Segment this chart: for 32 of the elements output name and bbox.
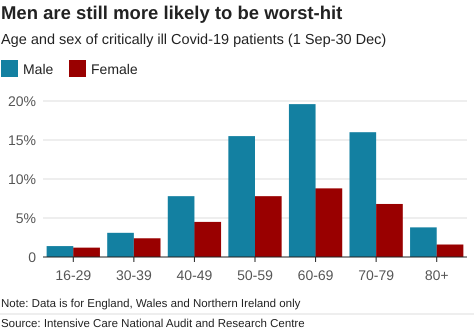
text: Note: Data is for England, Wales and Northern Ireland only [1, 298, 301, 310]
x-tick-label: 30-39 [116, 267, 152, 283]
bar [46, 246, 74, 257]
bar [194, 222, 222, 257]
bar [255, 196, 282, 257]
x-tick-label: 80+ [424, 267, 449, 283]
bar [436, 244, 464, 257]
chart-subtitle: Age and sex of critically ill Covid-19 patients (1 Sep-30 Dec) [1, 32, 386, 48]
bar [410, 227, 437, 257]
bar [228, 136, 255, 257]
bar [134, 238, 161, 257]
x-tick-label: 70-79 [358, 267, 394, 283]
x-tick-label: 50-59 [237, 267, 274, 283]
y-tick-label: 15% [8, 132, 36, 148]
bar [349, 132, 376, 257]
bar [376, 204, 403, 257]
y-tick-label: 10% [8, 171, 36, 187]
bar [288, 104, 316, 257]
bar [107, 232, 134, 257]
y-tick-label: 0 [28, 249, 36, 265]
y-tick-label: 20% [8, 93, 36, 109]
x-tick-label: 40-49 [176, 267, 213, 283]
bar [73, 248, 100, 257]
bar [316, 188, 342, 257]
bar [168, 196, 194, 257]
legend-label: Male [23, 61, 54, 77]
x-tick-label: 16-29 [55, 267, 92, 283]
y-tick-label: 5% [16, 210, 36, 226]
chart-title: Men are still more likely to be worst-hit [1, 2, 342, 23]
legend-label: Female [91, 61, 138, 77]
x-tick-label: 60-69 [298, 267, 334, 283]
source-note: Source: Intensive Care National Audit and Research Centre [1, 318, 305, 330]
